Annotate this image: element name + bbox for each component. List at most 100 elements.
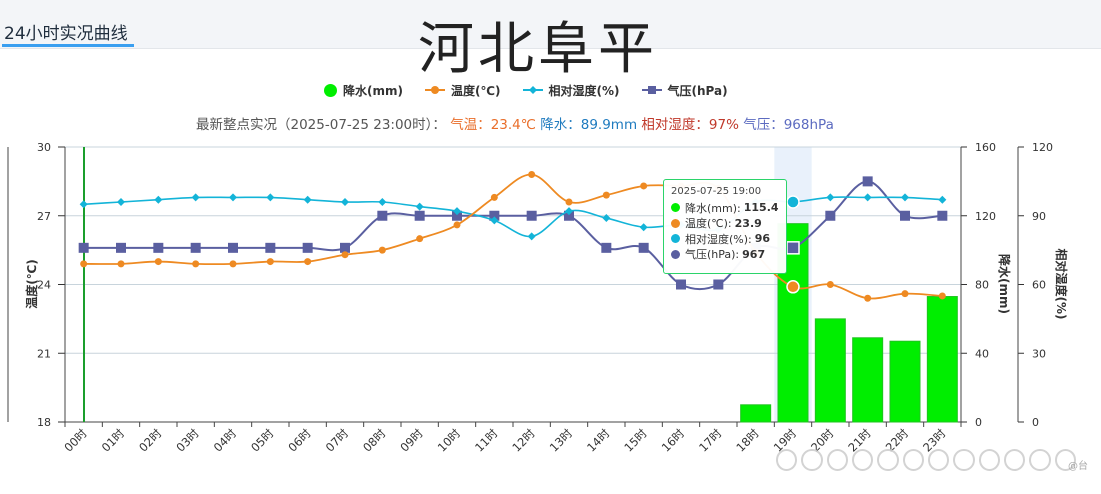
humidity-point	[527, 232, 536, 241]
x-tick-label: 13时	[547, 426, 576, 455]
watermark-circle-icon	[953, 449, 975, 471]
legend-temp-label: 温度(℃)	[450, 83, 501, 98]
humidity-point	[303, 195, 312, 204]
y-rain-tick-label: 40	[975, 347, 989, 360]
legend-pressure-label: 气压(hPa)	[667, 83, 728, 98]
legend-humidity[interactable]: 相对湿度(%)	[522, 82, 620, 98]
latest-temp: 气温：23.4℃	[450, 117, 536, 133]
pressure-point	[489, 210, 500, 221]
x-tick-label: 05时	[248, 426, 277, 455]
temperature-point	[80, 260, 88, 268]
x-tick-label: 10时	[435, 426, 464, 455]
watermark-circle-icon	[877, 449, 899, 471]
x-tick-label: 12时	[509, 426, 538, 455]
watermark: @台	[776, 449, 1088, 477]
temperature-point	[901, 290, 909, 298]
x-tick-label: 01时	[99, 426, 128, 455]
humidity-point	[490, 216, 499, 225]
tooltip-row-humidity: 相对湿度(%): 96	[671, 231, 779, 247]
latest-rain: 降水：89.9mm	[540, 117, 638, 133]
watermark-circle-icon	[902, 449, 924, 471]
y-rain-tick-label: 80	[975, 279, 989, 292]
temperature-line	[83, 173, 943, 300]
rain-bar	[740, 404, 772, 423]
pressure-point	[900, 210, 910, 221]
x-tick-label: 03时	[173, 426, 202, 455]
watermark-circle-icon	[1003, 449, 1026, 471]
temperature-point	[786, 280, 800, 294]
humidity-line	[83, 196, 943, 238]
humidity-point	[639, 223, 648, 232]
tooltip-rain-value: 115.4	[743, 201, 779, 215]
overlay-title: 河北阜平	[418, 17, 658, 82]
x-tick-label: 14时	[584, 426, 613, 455]
y-rain-axis-title: 降水(mm)	[997, 254, 1012, 314]
pressure-point	[153, 242, 164, 253]
humidity-point	[341, 198, 349, 206]
temperature-point	[378, 246, 386, 254]
temperature-point	[453, 221, 461, 229]
latest-pressure: 气压：968hPa	[743, 117, 834, 133]
pressure-point	[190, 242, 201, 253]
watermark-circle-icon	[1029, 449, 1051, 471]
y-humidity-tick-label: 30	[1032, 347, 1046, 360]
tooltip-rain-label: 降水(mm):	[685, 201, 741, 215]
pressure-point	[78, 242, 89, 253]
watermark-circle-icon	[978, 449, 1000, 471]
tooltip-humidity-value: 96	[754, 232, 771, 246]
data-tooltip: 2025-07-25 19:00 降水(mm): 115.4 温度(℃): 23…	[663, 179, 787, 274]
humidity-legend-icon	[522, 86, 543, 94]
x-tick-label: 16时	[659, 426, 688, 455]
tooltip-row-pressure: 气压(hPa): 967	[671, 247, 779, 263]
y-rain-tick-label: 0	[975, 416, 982, 429]
watermark-circle-icon	[801, 449, 823, 471]
temperature-point	[416, 235, 424, 243]
y-humidity-tick-label: 0	[1032, 416, 1039, 429]
humidity-point	[229, 193, 237, 202]
watermark-circle-icon	[1054, 449, 1076, 471]
humidity-point	[191, 193, 200, 202]
temperature-point	[304, 258, 312, 266]
rain-bar	[814, 318, 846, 423]
temperature-point	[154, 258, 162, 266]
rain-bar	[852, 337, 884, 423]
temperature-point	[229, 260, 237, 268]
humidity-point	[415, 202, 424, 211]
latest-observation: 最新整点实况（2025-07-25 23:00时）： 气温：23.4℃ 降水：8…	[196, 113, 834, 133]
tooltip-humidity-label: 相对湿度(%):	[685, 232, 752, 246]
pressure-point	[676, 279, 686, 290]
pressure-dot-icon	[671, 249, 680, 259]
temperature-point	[528, 171, 536, 178]
legend-pressure[interactable]: 气压(hPa)	[641, 82, 728, 98]
pressure-point	[340, 242, 350, 253]
tooltip-row-temp: 温度(℃): 23.9	[671, 216, 779, 232]
watermark-circle-icon	[776, 449, 798, 471]
legend-rain[interactable]: 降水(mm)	[324, 82, 403, 98]
legend-temp[interactable]: 温度(℃)	[424, 82, 501, 98]
humidity-point	[453, 207, 461, 216]
tab-24h-curve[interactable]: 24小时实况曲线	[4, 24, 128, 44]
watermark-circle-icon	[826, 449, 848, 471]
tab-active-indicator	[2, 44, 134, 47]
y-rain-tick-label: 160	[975, 141, 996, 154]
humidity-point	[79, 200, 88, 209]
x-tick-label: 15时	[621, 426, 650, 455]
legend-rain-label: 降水(mm)	[343, 83, 403, 98]
humidity-point	[938, 195, 947, 204]
temp-dot-icon	[671, 218, 680, 228]
watermark-circle-icon	[927, 449, 950, 471]
humidity-point	[901, 193, 909, 202]
pressure-point	[228, 242, 238, 253]
x-tick-label: 06时	[285, 426, 314, 455]
humidity-point	[378, 198, 387, 206]
y-humidity-tick-label: 60	[1032, 279, 1046, 292]
temperature-point	[864, 294, 872, 302]
tooltip-pressure-value: 967	[742, 247, 766, 261]
tooltip-row-rain: 降水(mm): 115.4	[671, 200, 779, 216]
humidity-point	[117, 198, 125, 206]
pressure-point	[377, 210, 388, 221]
tooltip-pressure-label: 气压(hPa):	[685, 248, 740, 262]
top-bar: 24小时实况曲线	[0, 0, 1101, 49]
y-rain-tick-label: 120	[975, 210, 996, 223]
y-left-axis-title: 温度(℃)	[24, 259, 39, 309]
